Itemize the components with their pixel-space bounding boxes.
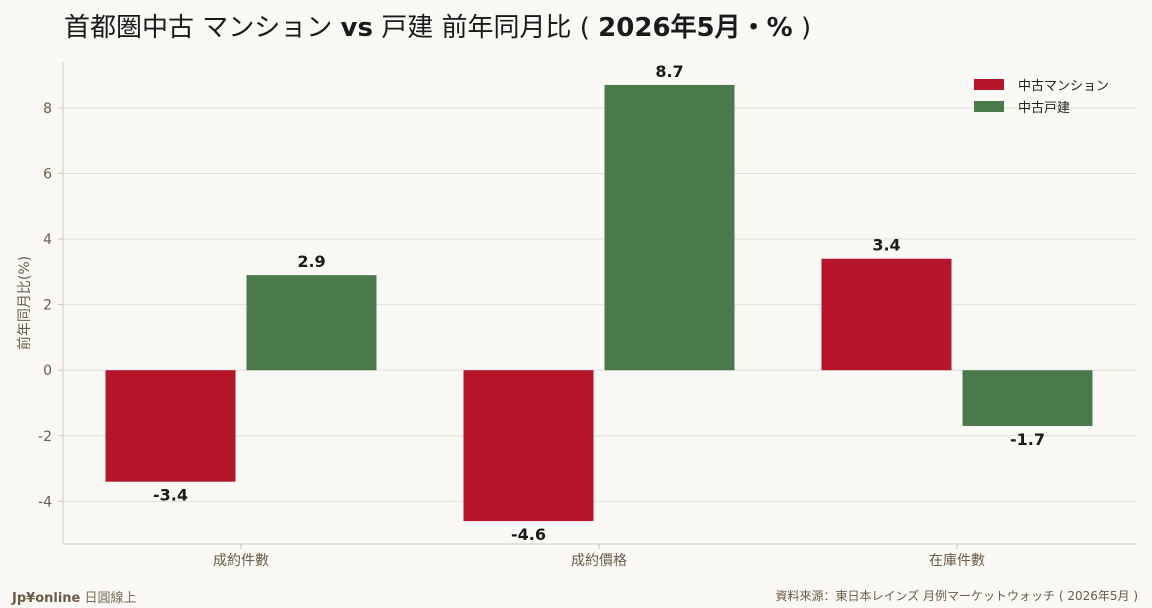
bar-house (246, 275, 377, 371)
title-middle: 戸建 前年同月比 ( (372, 13, 599, 43)
y-tick-label: 4 (43, 232, 52, 248)
footer-source: 資料來源：東日本レインズ 月例マーケットウォッチ ( 2026年5月 ) (775, 589, 1138, 603)
data-label: 8.7 (655, 62, 683, 81)
data-label: -4.6 (511, 525, 546, 544)
data-label: 3.4 (872, 236, 900, 255)
bar-house (604, 84, 735, 371)
bar-house (962, 370, 1093, 426)
legend-label-house: 中古戸建 (1018, 100, 1071, 116)
brand-name: Jp¥online (12, 591, 81, 606)
chart-title: 首都圏中古 マンション vs 戸建 前年同月比 ( 2026年5月・% ) (64, 10, 811, 46)
legend-swatch-house (974, 100, 1004, 112)
title-vs: vs (340, 13, 373, 43)
title-date: 2026年5月・% (598, 13, 793, 43)
x-tick-label: 成約價格 (571, 552, 627, 569)
y-tick-label: 6 (43, 166, 52, 182)
title-prefix: 首都圏中古 マンション (64, 13, 341, 43)
y-tick-label: 8 (43, 101, 52, 117)
y-axis-label: 前年同月比(%) (16, 256, 33, 350)
y-tick-label: -2 (38, 429, 52, 445)
data-label: -1.7 (1010, 430, 1045, 449)
data-label: -3.4 (153, 486, 188, 505)
data-label: 2.9 (297, 252, 325, 271)
brand-sub: 日圓線上 (80, 591, 137, 606)
legend-label-mansion: 中古マンション (1018, 78, 1110, 94)
x-tick-label: 成約件數 (213, 553, 269, 569)
x-tick-label: 在庫件數 (929, 552, 985, 569)
footer-brand: Jp¥online 日圓線上 (12, 587, 137, 606)
bar-mansion (821, 258, 952, 371)
legend: 中古マンション 中古戸建 (974, 73, 1109, 117)
title-close: ) (792, 13, 812, 43)
y-tick-label: 2 (43, 298, 52, 314)
y-tick-label: 0 (43, 363, 52, 379)
legend-item-mansion: 中古マンション (974, 73, 1109, 95)
y-tick-label: -4 (38, 494, 52, 510)
bar-mansion (463, 370, 594, 522)
bar-mansion (105, 370, 236, 482)
legend-swatch-mansion (974, 78, 1004, 90)
legend-item-house: 中古戸建 (974, 95, 1109, 117)
